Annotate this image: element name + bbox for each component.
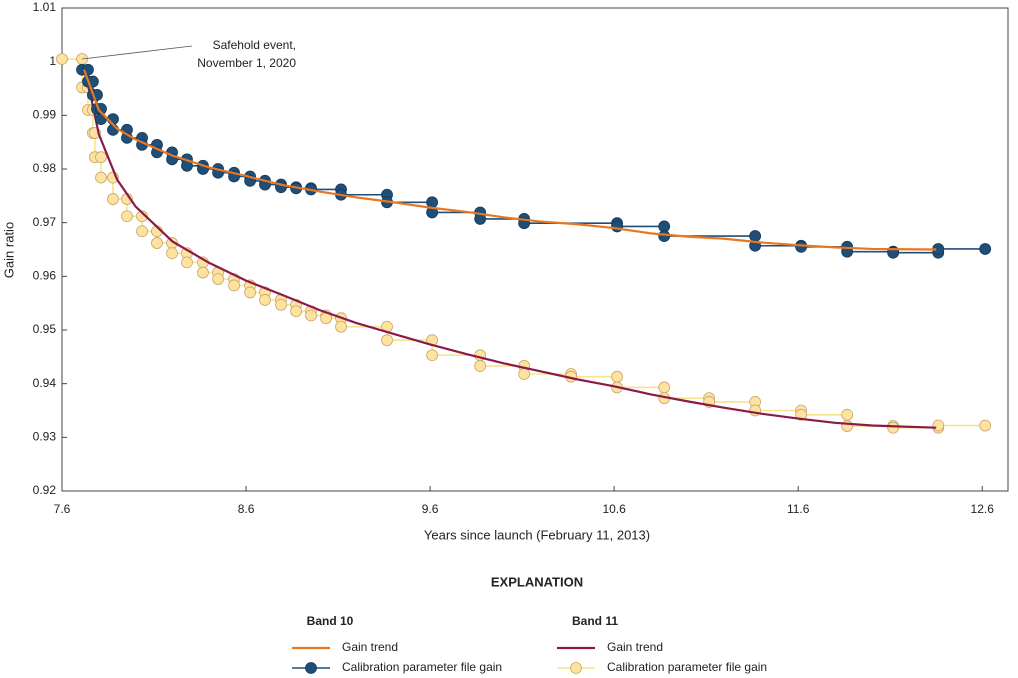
data-point bbox=[381, 334, 393, 347]
data-point bbox=[795, 240, 808, 253]
x-tick-label: 8.6 bbox=[238, 502, 255, 516]
trend-line bbox=[83, 69, 937, 429]
data-point bbox=[275, 298, 287, 311]
data-point bbox=[426, 196, 439, 209]
data-point bbox=[518, 368, 531, 380]
y-tick-label: 0.95 bbox=[33, 322, 57, 336]
data-point bbox=[181, 256, 193, 269]
data-point bbox=[95, 151, 107, 164]
y-tick-label: 0.98 bbox=[33, 161, 57, 175]
data-point bbox=[197, 266, 209, 279]
legend-group-title: Band 10 bbox=[307, 614, 354, 628]
data-point bbox=[121, 210, 133, 223]
x-tick-label: 9.6 bbox=[422, 502, 439, 516]
data-point bbox=[841, 408, 854, 421]
y-tick-label: 0.94 bbox=[33, 376, 57, 390]
cpf-line bbox=[82, 68, 986, 254]
data-point bbox=[259, 294, 271, 306]
annotation-leader bbox=[82, 45, 193, 60]
x-axis-label: Years since launch (February 11, 2013) bbox=[424, 527, 650, 542]
data-point bbox=[290, 305, 303, 318]
y-tick-label: 0.99 bbox=[33, 108, 57, 122]
x-tick-label: 12.6 bbox=[971, 502, 995, 516]
data-point bbox=[228, 279, 240, 292]
data-point bbox=[841, 420, 854, 432]
data-point bbox=[426, 349, 439, 362]
data-point bbox=[95, 171, 107, 184]
legend-label: Calibration parameter file gain bbox=[607, 660, 767, 674]
y-tick-label: 1 bbox=[49, 54, 56, 68]
x-tick-label: 10.6 bbox=[602, 502, 626, 516]
data-point bbox=[166, 247, 178, 260]
y-tick-label: 0.96 bbox=[33, 269, 57, 283]
legend-label: Gain trend bbox=[607, 640, 663, 654]
data-point bbox=[136, 210, 148, 223]
data-point bbox=[979, 243, 992, 255]
y-tick-label: 1.01 bbox=[33, 0, 57, 14]
data-point bbox=[611, 220, 623, 233]
data-point bbox=[474, 360, 487, 372]
annotation-text: November 1, 2020 bbox=[197, 56, 296, 70]
legend-label: Gain trend bbox=[342, 640, 398, 654]
legend-group-title: Band 11 bbox=[572, 614, 618, 628]
data-point bbox=[611, 370, 623, 383]
data-point bbox=[212, 273, 224, 285]
legend-marker bbox=[570, 662, 582, 674]
data-point bbox=[151, 237, 163, 249]
data-point bbox=[305, 309, 317, 322]
x-tick-label: 11.6 bbox=[787, 502, 810, 516]
data-point bbox=[658, 381, 671, 394]
legend-title: EXPLANATION bbox=[491, 574, 583, 589]
data-point bbox=[658, 230, 671, 242]
legend-marker bbox=[305, 662, 317, 674]
data-point bbox=[244, 286, 256, 299]
y-axis-label: Gain ratio bbox=[1, 222, 16, 278]
data-point bbox=[56, 53, 68, 65]
plot-frame bbox=[61, 7, 1009, 492]
data-point bbox=[136, 225, 148, 238]
legend-label: Calibration parameter file gain bbox=[342, 660, 502, 674]
data-point bbox=[76, 53, 88, 65]
y-tick-label: 0.97 bbox=[33, 215, 57, 229]
data-point bbox=[335, 320, 347, 333]
data-point bbox=[932, 419, 945, 432]
y-tick-label: 0.93 bbox=[33, 430, 57, 444]
annotation-text: Safehold event, bbox=[213, 38, 296, 52]
trend-line bbox=[83, 69, 937, 251]
x-tick-label: 7.6 bbox=[54, 502, 71, 516]
data-point bbox=[107, 193, 119, 205]
data-point bbox=[887, 421, 900, 434]
y-tick-label: 0.92 bbox=[33, 483, 57, 497]
data-point bbox=[979, 419, 992, 432]
